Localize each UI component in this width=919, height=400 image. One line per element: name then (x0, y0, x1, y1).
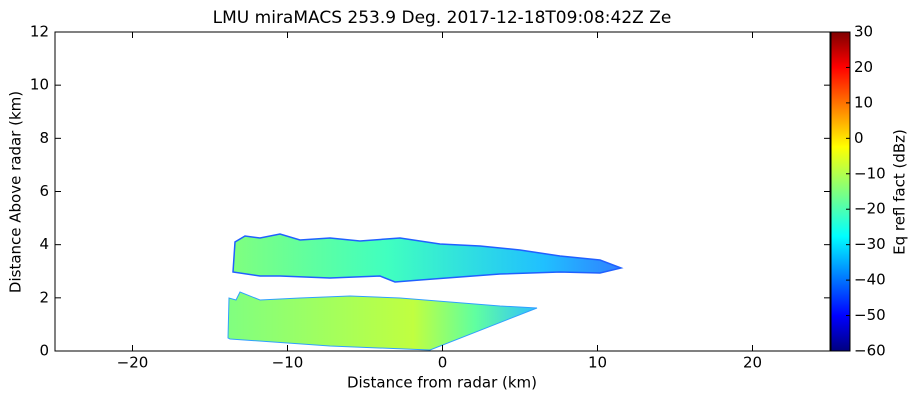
colorbar-tick-label: 10 (854, 93, 873, 111)
colorbar (830, 31, 851, 352)
x-tick-label: −20 (117, 354, 149, 372)
y-tick-label: 8 (39, 129, 49, 147)
colorbar-tick-label: −20 (854, 200, 886, 218)
y-tick-label: 4 (39, 235, 49, 253)
echo-upper (232, 233, 624, 283)
colorbar-tick-label: −40 (854, 271, 886, 289)
x-tick-label: 10 (588, 354, 607, 372)
colorbar-tick-label: 30 (854, 23, 873, 41)
colorbar-tick-label: 20 (854, 58, 873, 76)
y-tick-label: 10 (30, 76, 49, 94)
echo-lower (227, 291, 538, 351)
colorbar-label: Eq refl fact (dBz) (891, 129, 909, 255)
x-tick-label: −10 (272, 354, 304, 372)
y-axis-label: Distance Above radar (km) (7, 91, 25, 293)
x-tick-label: 0 (438, 354, 448, 372)
y-tick-label: 12 (30, 23, 49, 41)
y-tick-label: 0 (39, 342, 49, 360)
chart-title: LMU miraMACS 253.9 Deg. 2017-12-18T09:08… (213, 8, 672, 28)
colorbar-tick-label: −30 (854, 235, 886, 253)
y-tick-label: 6 (39, 182, 49, 200)
colorbar-tick-label: −10 (854, 164, 886, 182)
colorbar-tick-label: 0 (854, 129, 864, 147)
colorbar-tick-label: −50 (854, 306, 886, 324)
x-axis-label: Distance from radar (km) (347, 374, 537, 392)
y-tick-label: 2 (39, 288, 49, 306)
x-tick-label: 20 (743, 354, 762, 372)
colorbar-tick-label: −60 (854, 342, 886, 360)
